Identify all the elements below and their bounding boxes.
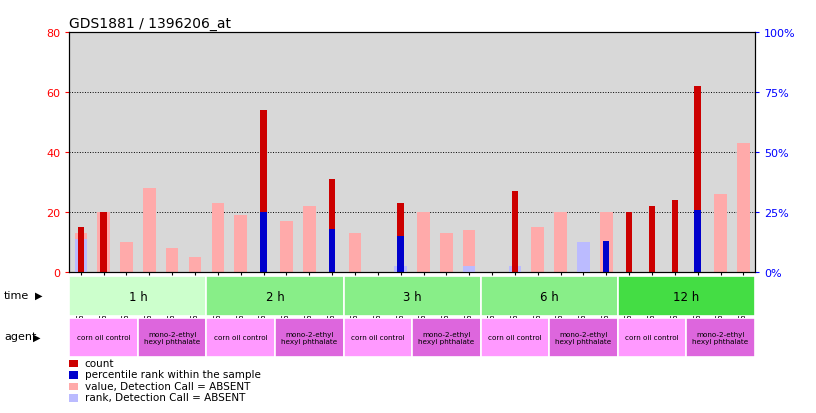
Bar — [463, 230, 476, 273]
Bar — [577, 243, 590, 273]
Bar — [143, 189, 156, 273]
Bar — [166, 249, 179, 273]
Bar — [397, 204, 404, 273]
Bar — [554, 213, 567, 273]
Text: rank, Detection Call = ABSENT: rank, Detection Call = ABSENT — [85, 392, 245, 402]
Bar — [74, 234, 87, 273]
Bar — [412, 318, 481, 357]
Text: GDS1881 / 1396206_at: GDS1881 / 1396206_at — [69, 17, 232, 31]
Bar — [694, 210, 701, 273]
Text: count: count — [85, 358, 114, 368]
Text: mono-2-ethyl
hexyl phthalate: mono-2-ethyl hexyl phthalate — [693, 331, 748, 344]
Bar — [206, 318, 275, 357]
Bar — [603, 242, 610, 273]
Text: 12 h: 12 h — [673, 290, 699, 303]
Text: agent: agent — [4, 332, 37, 342]
Bar — [344, 318, 412, 357]
Bar — [120, 243, 133, 273]
Text: 1 h: 1 h — [129, 290, 147, 303]
Bar — [211, 204, 224, 273]
Text: corn oil control: corn oil control — [351, 335, 405, 341]
Bar — [348, 234, 361, 273]
Bar — [714, 195, 727, 273]
Bar — [531, 228, 544, 273]
Bar — [737, 144, 750, 273]
Bar — [344, 277, 481, 316]
Bar — [626, 213, 632, 273]
Bar — [206, 277, 344, 316]
Bar — [397, 237, 404, 273]
Bar — [275, 318, 344, 357]
Text: 6 h: 6 h — [540, 290, 558, 303]
Bar — [481, 277, 618, 316]
Text: corn oil control: corn oil control — [77, 335, 131, 341]
Text: mono-2-ethyl
hexyl phthalate: mono-2-ethyl hexyl phthalate — [556, 331, 611, 344]
Text: 3 h: 3 h — [403, 290, 421, 303]
Bar — [74, 240, 87, 273]
Bar — [188, 258, 202, 273]
Text: ▶: ▶ — [35, 290, 42, 300]
Text: mono-2-ethyl
hexyl phthalate: mono-2-ethyl hexyl phthalate — [419, 331, 474, 344]
Bar — [97, 213, 110, 273]
Bar — [100, 213, 107, 273]
Bar — [512, 192, 518, 273]
Text: percentile rank within the sample: percentile rank within the sample — [85, 369, 260, 379]
Text: mono-2-ethyl
hexyl phthalate: mono-2-ethyl hexyl phthalate — [282, 331, 337, 344]
Bar — [549, 318, 618, 357]
Bar — [417, 213, 430, 273]
Bar — [138, 318, 206, 357]
Bar — [69, 318, 138, 357]
Bar — [508, 267, 521, 273]
Bar — [672, 201, 678, 273]
Bar — [303, 206, 316, 273]
Bar — [686, 318, 755, 357]
Bar — [440, 234, 453, 273]
Text: ▶: ▶ — [33, 332, 40, 342]
Bar — [618, 318, 686, 357]
Bar — [280, 222, 293, 273]
Text: value, Detection Call = ABSENT: value, Detection Call = ABSENT — [85, 381, 250, 391]
Bar — [463, 267, 476, 273]
Text: 2 h: 2 h — [266, 290, 284, 303]
Bar — [260, 111, 267, 273]
Text: mono-2-ethyl
hexyl phthalate: mono-2-ethyl hexyl phthalate — [144, 331, 200, 344]
Bar — [618, 277, 755, 316]
Text: corn oil control: corn oil control — [625, 335, 679, 341]
Text: corn oil control: corn oil control — [214, 335, 268, 341]
Bar — [694, 87, 701, 273]
Bar — [69, 277, 206, 316]
Text: time: time — [4, 290, 29, 300]
Bar — [394, 267, 407, 273]
Bar — [649, 206, 655, 273]
Bar — [78, 228, 84, 273]
Bar — [329, 180, 335, 273]
Bar — [234, 216, 247, 273]
Text: corn oil control: corn oil control — [488, 335, 542, 341]
Bar — [481, 318, 549, 357]
Bar — [600, 213, 613, 273]
Bar — [329, 230, 335, 273]
Bar — [260, 213, 267, 273]
